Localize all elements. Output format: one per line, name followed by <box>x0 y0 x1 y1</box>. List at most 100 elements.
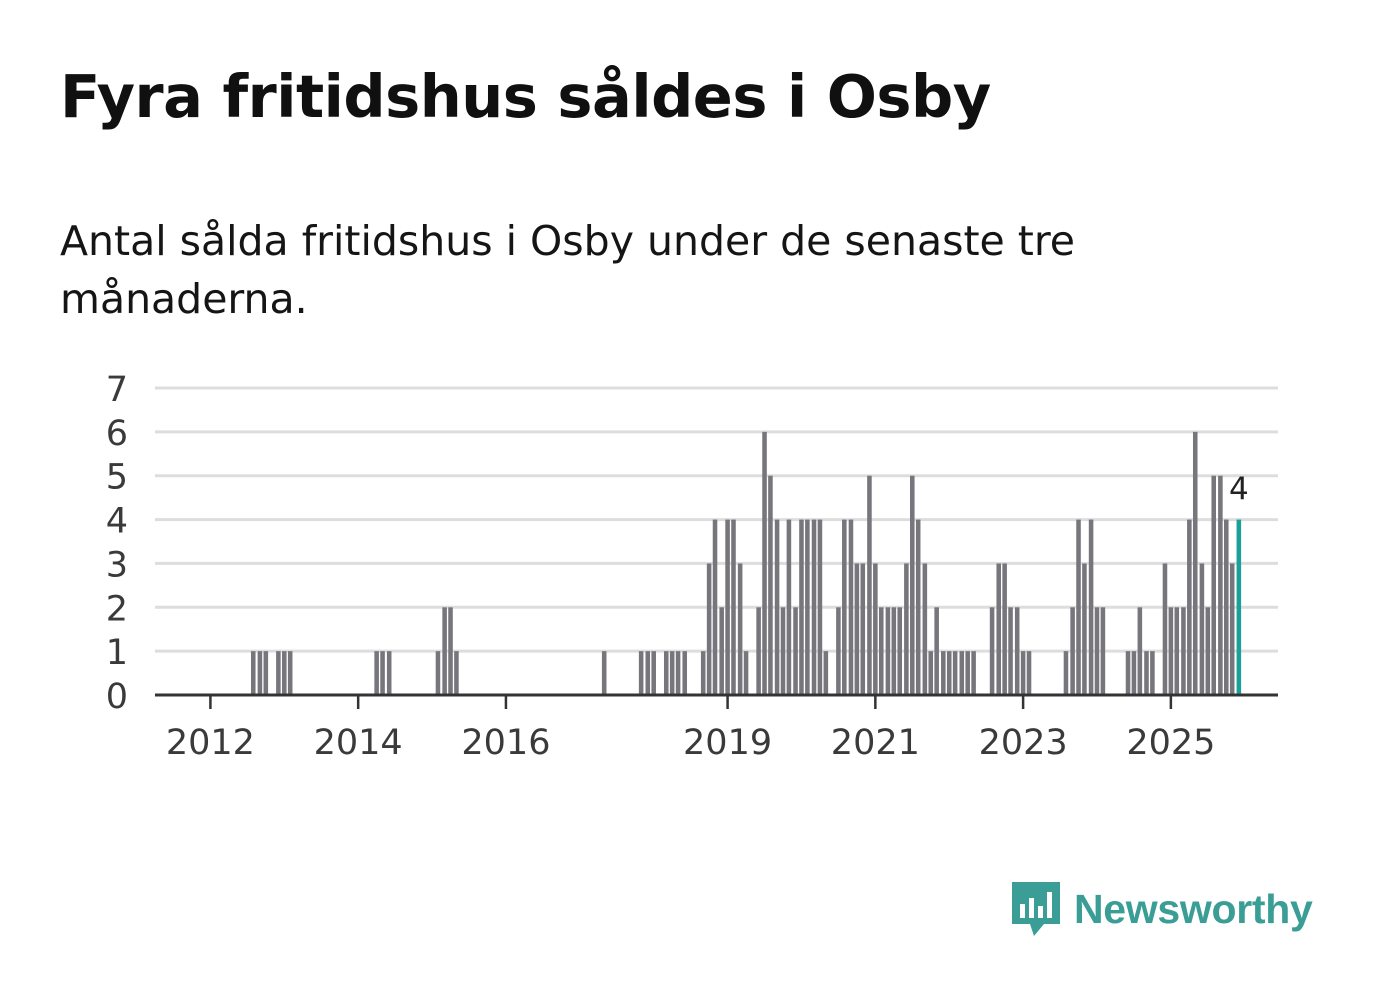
bar <box>1020 651 1026 695</box>
bar <box>891 607 897 695</box>
bar <box>257 651 263 695</box>
annotations: 4 <box>1229 472 1249 508</box>
bar <box>965 651 970 695</box>
y-tick-label: 7 <box>106 370 128 410</box>
bar <box>380 651 385 695</box>
bar <box>1162 563 1168 695</box>
bar <box>250 651 256 695</box>
bar <box>774 519 780 695</box>
brand-name: Newsworthy <box>1074 885 1313 932</box>
y-tick-label: 2 <box>106 589 128 629</box>
bar-series <box>250 431 1242 695</box>
bar <box>442 607 447 695</box>
bar <box>867 475 872 695</box>
bar <box>435 651 441 695</box>
bar <box>725 519 730 695</box>
bar <box>263 651 269 695</box>
bar <box>952 651 958 695</box>
bar <box>675 651 681 695</box>
bar <box>762 431 767 695</box>
x-axis: 2012 2014 2016 2019 2021 2023 2025 <box>155 693 1278 763</box>
x-tick-label: 2021 <box>831 723 920 763</box>
bar <box>743 651 749 695</box>
bar <box>638 651 644 695</box>
y-tick-label: 4 <box>106 502 128 542</box>
bar <box>1070 607 1075 695</box>
bar <box>700 651 706 695</box>
bar <box>669 651 675 695</box>
bar <box>1229 563 1235 695</box>
bar <box>1137 607 1143 695</box>
bar <box>287 651 293 695</box>
bar <box>848 519 854 695</box>
bar <box>786 519 792 695</box>
bar <box>811 519 817 695</box>
x-tick-label: 2014 <box>314 723 403 763</box>
bar <box>1187 519 1192 695</box>
bar <box>276 651 281 695</box>
y-tick-label: 5 <box>106 458 128 498</box>
bar <box>454 651 459 695</box>
bar <box>946 651 952 695</box>
bar <box>817 519 823 695</box>
bar <box>1192 431 1198 695</box>
bar <box>756 607 761 695</box>
bar <box>1224 519 1229 695</box>
bar <box>854 563 860 695</box>
y-tick-label: 6 <box>106 414 128 454</box>
bar <box>915 519 921 695</box>
x-tick-label: 2019 <box>683 723 772 763</box>
bar <box>878 607 884 695</box>
bar <box>1088 519 1094 695</box>
bar <box>836 607 841 695</box>
x-tick-label: 2025 <box>1126 723 1215 763</box>
newsworthy-logo-icon <box>1012 882 1060 936</box>
bar <box>1008 607 1013 695</box>
y-tick-label: 3 <box>106 545 128 585</box>
bar <box>386 651 392 695</box>
bar <box>805 519 810 695</box>
bar <box>873 563 878 695</box>
bar <box>374 651 379 695</box>
bar <box>731 519 736 695</box>
bar <box>768 475 773 695</box>
bar <box>934 607 939 695</box>
bar <box>1131 651 1137 695</box>
bar <box>448 607 453 695</box>
bar <box>1026 651 1032 695</box>
bar <box>959 651 965 695</box>
bar <box>651 651 656 695</box>
x-tick-label: 2012 <box>166 723 255 763</box>
bar <box>1125 651 1131 695</box>
x-tick-label: 2023 <box>979 723 1068 763</box>
bar <box>1211 475 1217 695</box>
bar <box>897 607 903 695</box>
bar <box>799 519 804 695</box>
bar <box>885 607 891 695</box>
bar <box>1002 563 1007 695</box>
bar <box>842 519 847 695</box>
bar <box>1100 607 1106 695</box>
bar <box>910 475 915 695</box>
bar <box>1082 563 1087 695</box>
x-tick-label: 2016 <box>461 723 550 763</box>
bar <box>601 651 607 695</box>
bar <box>1063 651 1069 695</box>
bar <box>996 563 1002 695</box>
bar <box>719 607 724 695</box>
bar-highlight <box>1236 519 1242 695</box>
bar <box>989 607 995 695</box>
y-tick-label: 0 <box>106 677 128 717</box>
bar <box>682 651 688 695</box>
bar <box>1174 607 1180 695</box>
bar <box>823 651 829 695</box>
bar <box>1181 607 1186 695</box>
bar <box>941 651 946 695</box>
bar <box>904 563 909 695</box>
bar <box>860 563 866 695</box>
bar <box>1076 519 1081 695</box>
bar <box>1094 607 1100 695</box>
bar <box>1144 651 1149 695</box>
